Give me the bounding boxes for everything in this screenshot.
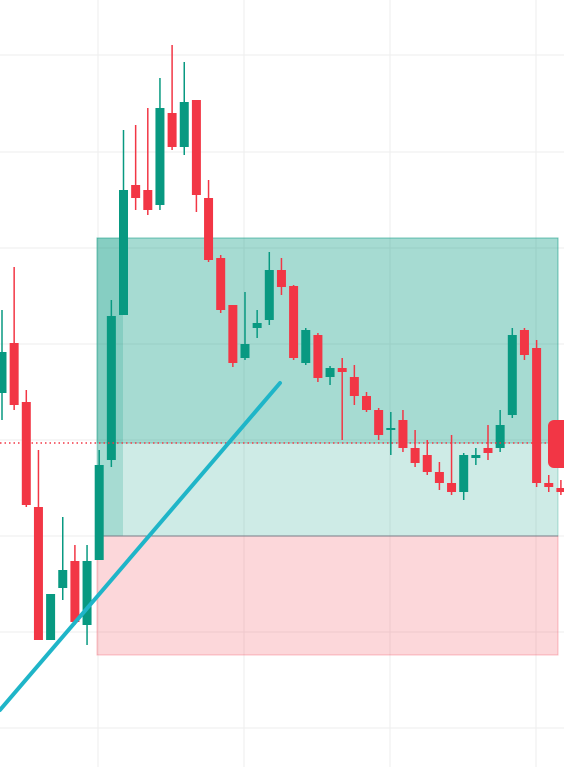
candle-body [532,348,542,483]
candle-body [216,258,226,310]
candle-body [179,102,189,147]
candle-body [459,455,469,492]
loss-zone [96,535,559,656]
candle-body [483,448,493,453]
candle-body [349,377,359,396]
candle-body [556,488,564,492]
price-marker [548,420,564,468]
candle-body [507,335,517,415]
candle-body [276,270,286,287]
candle-body [313,335,323,378]
candle-body [70,561,80,622]
candle-body [386,428,396,430]
candle-body [374,410,384,435]
target-zone [96,237,559,444]
candle-body [422,455,432,472]
candle-body [228,305,238,363]
candle-body [106,316,116,460]
candle-body [119,190,128,315]
candle-body [495,425,505,448]
candle-body [143,190,153,210]
candle-body [471,455,481,458]
candle-body [325,368,335,377]
candle-body [447,483,457,492]
trend-line [0,381,282,712]
candle-body [337,368,347,372]
candle-body [519,330,529,355]
candle-body [82,561,92,625]
candle-body [204,198,214,260]
candle-body [252,323,262,328]
candle-body [155,108,165,205]
candle-body [301,330,311,363]
candle-body [264,270,274,320]
candle-body [58,570,68,588]
candle-body [167,113,177,147]
candle-body [398,420,408,448]
candle-body [46,594,56,640]
candle-body [410,448,420,463]
candle-body [9,343,19,405]
candle-body [289,286,299,358]
candle-body [21,402,31,505]
candle-body [0,352,7,393]
profit-zone [96,237,559,537]
candle-body [362,396,371,410]
candle-body [544,483,554,487]
candle-body [240,344,250,358]
candle-body [33,507,43,640]
candle-body [131,185,141,198]
candle-body [191,100,201,195]
candle-body [434,472,444,483]
candle-body [94,465,104,560]
